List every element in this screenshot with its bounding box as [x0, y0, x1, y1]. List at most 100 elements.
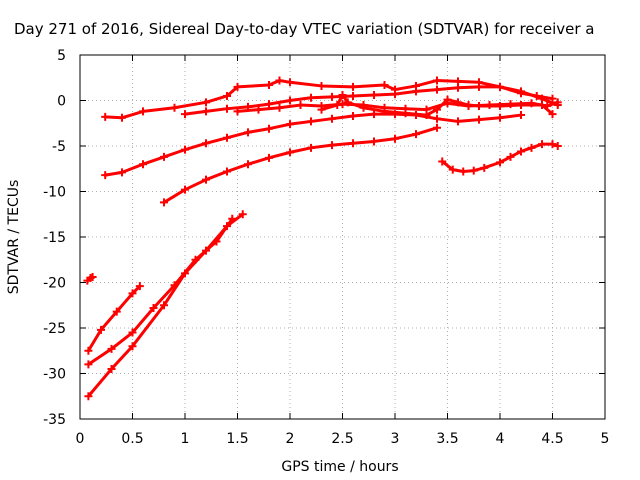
x-tick-label: 5	[601, 431, 610, 447]
x-tick-label: 2.5	[331, 431, 353, 447]
data-point	[139, 160, 147, 169]
x-tick-label: 4.5	[541, 431, 563, 447]
data-point	[128, 342, 137, 351]
data-point	[275, 103, 284, 112]
series-line	[103, 78, 554, 120]
data-point	[412, 87, 420, 96]
data-point	[548, 140, 557, 149]
data-point	[202, 175, 210, 184]
data-point	[181, 110, 189, 119]
data-point	[553, 98, 562, 107]
data-point	[160, 301, 168, 310]
series-track-3	[160, 123, 441, 207]
y-tick-label: -35	[43, 412, 66, 428]
y-tick-label: -30	[43, 367, 66, 383]
data-point	[422, 111, 431, 120]
data-point	[454, 98, 462, 107]
data-point	[181, 145, 189, 154]
data-point	[84, 346, 93, 355]
data-point	[370, 110, 378, 119]
data-point	[391, 134, 399, 143]
data-point	[317, 81, 326, 90]
data-point	[149, 303, 158, 312]
y-tick-label: -5	[52, 139, 66, 155]
data-point	[244, 160, 252, 169]
data-point	[359, 103, 368, 112]
data-point	[538, 140, 546, 149]
data-point	[233, 107, 242, 116]
tick-labels: 0 0.5 1 1.5 2 2.5 3 3.5 4 4.5 5 5 0 -5 -10 -15 -20 -25 -30…	[43, 48, 609, 447]
data-point	[370, 91, 378, 100]
data-point	[170, 103, 179, 112]
data-point	[343, 98, 352, 107]
data-point	[317, 105, 326, 114]
data-point	[88, 273, 97, 282]
data-point	[139, 107, 147, 116]
data-point	[107, 344, 116, 353]
series-line	[86, 217, 234, 366]
series-track-6	[317, 91, 557, 120]
data-point	[286, 96, 294, 105]
data-point	[181, 185, 189, 194]
data-point	[475, 101, 483, 110]
data-point	[286, 148, 294, 157]
data-point	[380, 81, 389, 90]
data-point	[370, 137, 378, 146]
series	[83, 76, 562, 401]
data-point	[433, 105, 441, 114]
x-tick-label: 0	[76, 431, 85, 447]
data-point	[349, 139, 357, 148]
x-tick-label: 3	[391, 431, 400, 447]
data-point	[286, 120, 294, 129]
data-point	[517, 87, 525, 96]
data-point	[212, 237, 221, 246]
x-axis-label: GPS time / hours	[281, 459, 398, 475]
data-point	[275, 76, 284, 85]
data-point	[517, 101, 525, 110]
data-point	[118, 168, 126, 177]
data-point	[328, 141, 336, 150]
y-tick-label: -10	[43, 185, 66, 201]
data-point	[469, 166, 478, 175]
y-tick-label: -25	[43, 321, 66, 337]
x-tick-label: 1	[181, 431, 190, 447]
data-point	[496, 101, 504, 110]
data-point	[496, 82, 504, 91]
data-point	[101, 112, 110, 121]
data-point	[128, 289, 137, 298]
data-point	[517, 111, 525, 120]
data-point	[333, 101, 342, 110]
data-point	[202, 98, 210, 107]
ticks	[79, 54, 606, 420]
data-point	[223, 104, 231, 113]
data-point	[202, 139, 210, 148]
y-axis-label: SDTVAR / TECUs	[6, 180, 22, 295]
data-point	[202, 107, 210, 116]
y-tick-label: -20	[43, 276, 66, 292]
data-point	[228, 214, 237, 223]
data-point	[265, 81, 273, 90]
data-point	[349, 111, 357, 120]
data-point	[433, 114, 441, 123]
data-point	[97, 325, 105, 334]
data-point	[433, 85, 441, 94]
data-point	[296, 101, 305, 110]
data-point	[464, 101, 473, 110]
series-track-11	[83, 273, 97, 285]
data-point	[307, 117, 315, 126]
chart-title: Day 271 of 2016, Sidereal Day-to-day VTE…	[14, 20, 595, 38]
data-point	[517, 147, 525, 156]
data-point	[443, 95, 452, 104]
data-point	[438, 157, 447, 166]
data-point	[454, 83, 462, 92]
series-track-7	[438, 140, 562, 176]
data-point	[191, 255, 200, 264]
data-point	[128, 328, 137, 337]
data-point	[349, 82, 357, 91]
data-point	[160, 198, 168, 207]
data-point	[265, 124, 273, 133]
series-track-1	[101, 76, 557, 122]
data-point	[454, 117, 462, 126]
data-point	[412, 130, 420, 139]
